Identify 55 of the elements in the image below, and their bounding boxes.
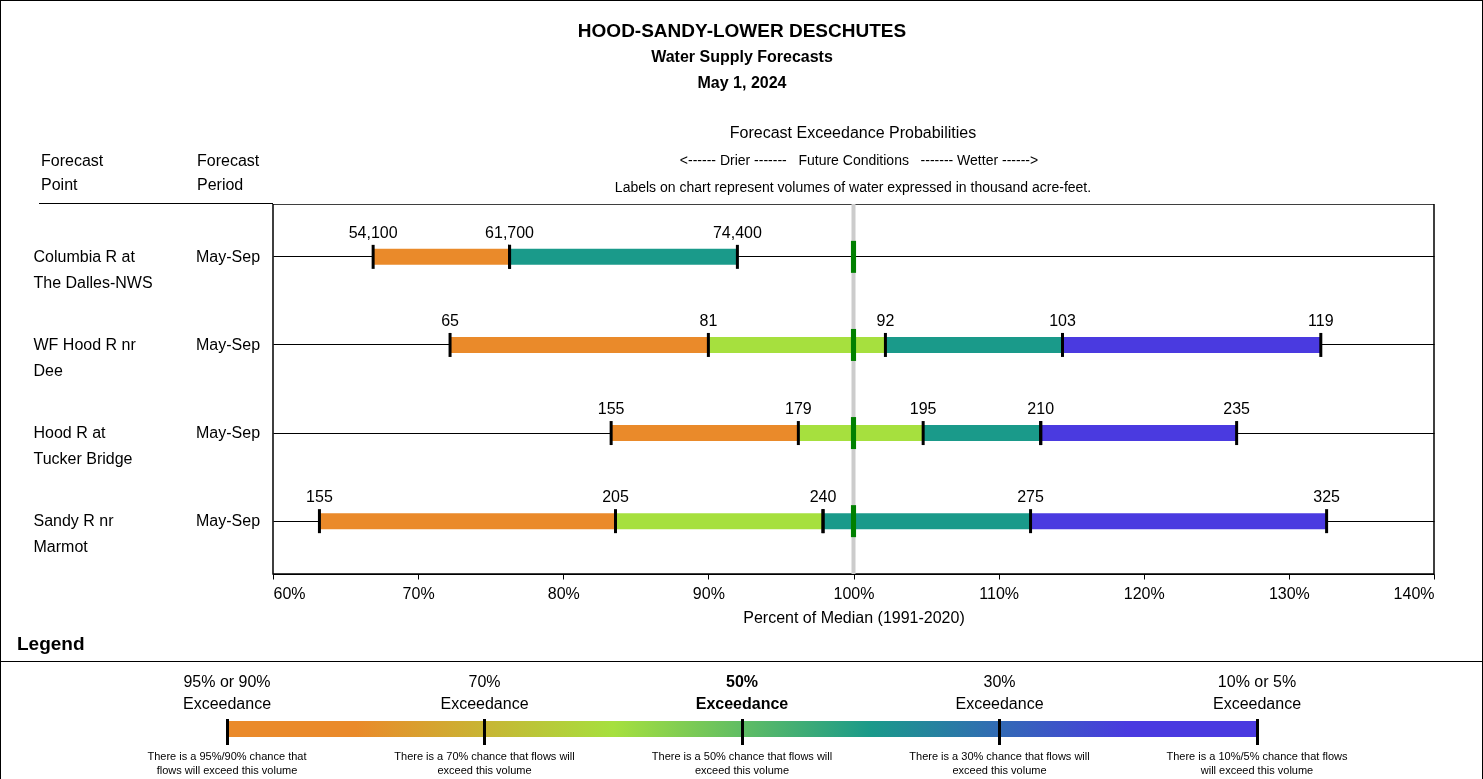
x-tick-label: 60% — [273, 584, 306, 602]
annotation: 65 — [441, 311, 460, 329]
text: May-Sep — [196, 335, 261, 353]
text: There is a 50% chance that flows will exceed this volume — [650, 749, 834, 777]
x-tick-label: 100% — [833, 584, 875, 602]
text: There is a 95%/90% chance that flows will exceed this volume — [146, 749, 308, 777]
annotation: 81 — [699, 311, 718, 329]
text: Labels on chart represent volumes of water expressed in thousand acre-feet. — [614, 179, 1092, 195]
annotation: 195 — [909, 400, 937, 418]
text: Forecast Exceedance Probabilities — [729, 124, 977, 142]
annotation: 61,700 — [485, 223, 535, 241]
annotation: 103 — [1049, 311, 1076, 329]
text: May-Sep — [196, 512, 261, 530]
text: 50% Exceedance — [694, 672, 790, 714]
annotation: 155 — [306, 488, 333, 506]
text: May-Sep — [196, 247, 261, 265]
text: May-Sep — [196, 424, 261, 442]
annotation: 179 — [785, 400, 812, 418]
annotation: 235 — [1223, 400, 1251, 418]
chart-title: HOOD-SANDY-LOWER DESCHUTES — [577, 20, 907, 42]
annotation: 74,400 — [712, 223, 762, 241]
annotation: 54,100 — [348, 223, 398, 241]
annotation: 325 — [1313, 488, 1341, 506]
text: There is a 30% chance that flows will exceed this volume — [908, 749, 1091, 777]
text: 70% Exceedance — [439, 672, 530, 714]
annotation: 92 — [876, 311, 895, 329]
x-tick-label: 90% — [692, 584, 725, 602]
text: There is a 70% chance that flows will exceed this volume — [393, 749, 576, 777]
x-tick-label: 70% — [402, 584, 435, 602]
text: 30% Exceedance — [954, 672, 1045, 714]
annotation: 240 — [809, 488, 837, 506]
annotation: 205 — [602, 488, 629, 506]
text: <------ Drier ------- Future Conditions ------- Wetter ------> — [679, 152, 1039, 168]
x-tick-label: 140% — [1393, 584, 1435, 602]
text: Forecast Point — [41, 151, 104, 195]
annotation: 119 — [1308, 311, 1334, 329]
y-tick-label: Hood R at Tucker Bridge — [33, 424, 133, 468]
x-tick-label: 130% — [1268, 584, 1310, 602]
text: There is a 10%/5% chance that flows will exceed this volume — [1165, 749, 1349, 777]
annotation: 275 — [1017, 488, 1044, 506]
text: 95% or 90% Exceedance — [181, 672, 273, 714]
x-tick-label: 80% — [547, 584, 580, 602]
x-axis-title: Percent of Median (1991-2020) — [743, 608, 965, 626]
y-tick-label: WF Hood R nr Dee — [33, 335, 137, 379]
y-tick-label: Columbia R at The Dalles-NWS — [33, 247, 153, 291]
text: May 1, 2024 — [697, 74, 787, 92]
annotation: 210 — [1027, 400, 1055, 418]
annotation: 155 — [597, 400, 625, 418]
chart-subtitle: Water Supply Forecasts — [651, 48, 833, 66]
text: Forecast Period — [197, 151, 260, 195]
text: 10% or 5% Exceedance — [1211, 672, 1303, 714]
legend-title: Legend — [17, 633, 85, 655]
x-tick-label: 120% — [1123, 584, 1165, 602]
x-tick-label: 110% — [979, 584, 1019, 602]
y-tick-label: Sandy R nr Marmot — [33, 512, 115, 556]
